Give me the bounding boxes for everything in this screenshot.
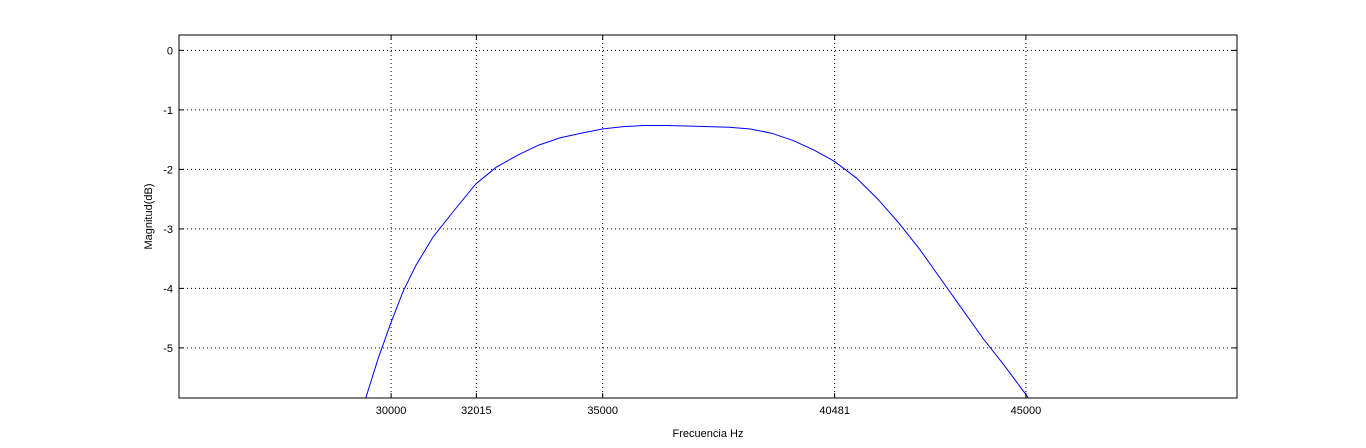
ticks: 30000 32015 35000 40481 45000 0 -1 -2 -3 -4 -5	[163, 35, 1237, 417]
series-layer	[365, 125, 1029, 398]
grid	[179, 35, 1237, 398]
y-tick-label: -2	[163, 164, 173, 176]
x-axis-label: Frecuencia Hz	[673, 428, 744, 440]
x-tick-label: 32015	[461, 405, 492, 417]
y-tick-label: -3	[163, 224, 173, 236]
x-tick-label: 45000	[1011, 405, 1042, 417]
x-tick-label: 40481	[819, 405, 850, 417]
y-axis-label: Magnitud(dB)	[143, 183, 155, 249]
series-line	[365, 125, 1029, 398]
plot-area	[178, 34, 1238, 399]
x-tick-label: 35000	[587, 405, 618, 417]
y-tick-label: 0	[167, 45, 173, 57]
y-tick-label: -1	[163, 105, 173, 117]
x-tick-label: 30000	[376, 405, 407, 417]
y-tick-label: -5	[163, 343, 173, 355]
y-tick-label: -4	[163, 283, 173, 295]
